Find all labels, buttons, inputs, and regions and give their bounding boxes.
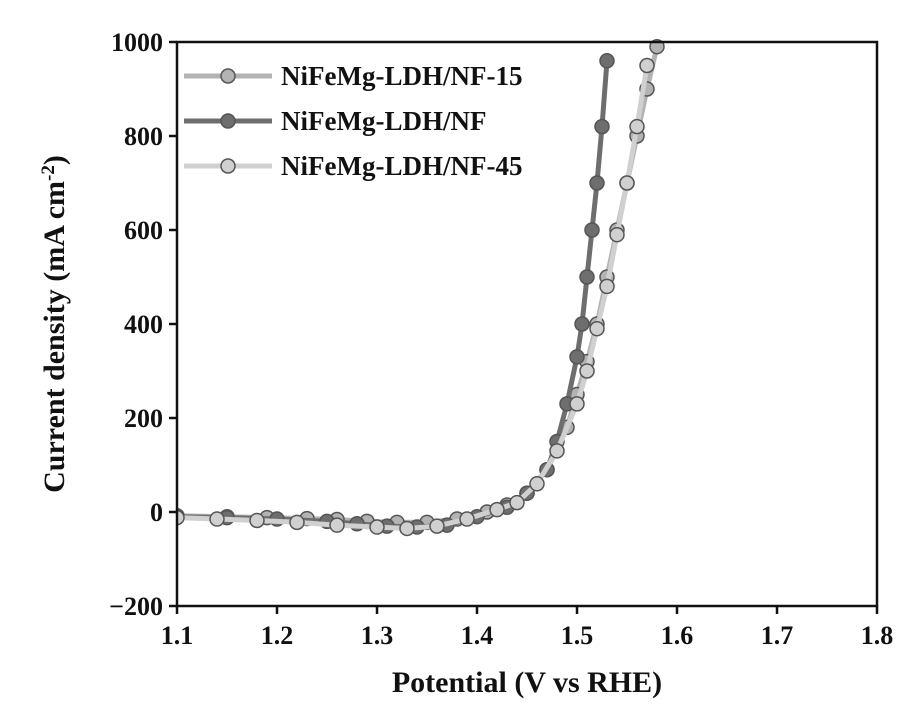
series-3-point (509, 494, 525, 511)
series-2-point (574, 316, 590, 332)
series-3-point (459, 511, 475, 527)
series-3-point (177, 509, 185, 526)
x-tick-label: 1.8 (861, 621, 894, 650)
series-3-point (529, 476, 545, 492)
series-3-point (599, 278, 615, 295)
series-3-point (549, 443, 565, 459)
ticks-layer: 1.1 1.2 1.3 1.4 1.5 1.6 1.7 1.8 −200 0 200 400 600 80… (109, 28, 893, 650)
y-tick-label: 800 (124, 122, 163, 151)
x-tick-label: 1.6 (661, 621, 694, 650)
y-axis-title: Current density (mA cm-2) (38, 155, 72, 493)
series-3-point (609, 226, 625, 243)
series-3-point (209, 511, 225, 527)
legend: NiFeMg-LDH/NF-15 NiFeMg-LDH/NF NiFeMg-LDH/… (184, 61, 522, 181)
series-3-point (329, 517, 345, 533)
x-axis-title: Potential (V vs RHE) (392, 666, 662, 699)
x-tick-label: 1.7 (761, 621, 794, 650)
legend-swatch-marker (220, 113, 236, 129)
y-tick-label: 0 (150, 498, 163, 527)
x-tick-label: 1.5 (561, 621, 594, 650)
y-tick-label: 600 (124, 216, 163, 245)
legend-swatch-marker (220, 158, 236, 174)
series-2-point (569, 349, 585, 365)
y-axis-title-close: ) (38, 155, 71, 165)
legend-label: NiFeMg-LDH/NF-15 (281, 61, 522, 91)
series-3-point (289, 514, 305, 531)
series-3-point (639, 57, 655, 74)
y-tick-label: 200 (124, 404, 163, 433)
legend-label: NiFeMg-LDH/NF-45 (281, 151, 522, 181)
x-tick-label: 1.3 (361, 621, 394, 650)
series-3-point (429, 518, 445, 534)
x-tick-label: 1.2 (261, 621, 294, 650)
series-3-point (369, 519, 385, 535)
plot-layer (177, 38, 665, 537)
series-3-point (569, 396, 585, 412)
series-3-point (249, 512, 265, 529)
series-3-point (589, 320, 605, 337)
series-3-point (579, 363, 595, 379)
x-tick-label: 1.4 (461, 621, 494, 650)
series-3-point (619, 175, 635, 191)
series-2-point (589, 175, 605, 191)
legend-label: NiFeMg-LDH/NF (281, 106, 486, 136)
y-axis-title-main: Current density (mA cm (38, 181, 71, 493)
series-group (177, 38, 665, 537)
legend-swatch-marker (220, 68, 236, 84)
series-2-point (599, 53, 615, 69)
y-tick-label: −200 (109, 592, 163, 621)
y-axis-title-sup: -2 (38, 165, 59, 181)
series-2-point (584, 222, 600, 238)
series-2-point (594, 118, 610, 135)
series-2-point (579, 269, 595, 285)
y-tick-label: 1000 (111, 28, 163, 57)
x-tick-label: 1.1 (161, 621, 194, 650)
y-tick-label: 400 (124, 310, 163, 339)
series-3-point (629, 118, 645, 135)
series-3-point (399, 520, 415, 537)
series-3-point (489, 501, 505, 518)
